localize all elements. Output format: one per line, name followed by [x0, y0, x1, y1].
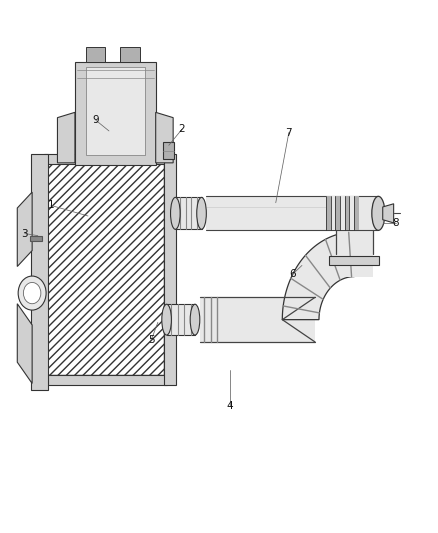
Polygon shape [383, 204, 394, 223]
Bar [44, 155, 166, 164]
Ellipse shape [197, 197, 206, 229]
Bar [336, 196, 340, 230]
Bar [175, 197, 201, 229]
Text: 4: 4 [226, 401, 233, 411]
Text: 2: 2 [179, 124, 185, 134]
Bar [326, 196, 331, 230]
Text: 1: 1 [48, 200, 54, 211]
Text: 9: 9 [92, 115, 99, 125]
Polygon shape [31, 154, 48, 390]
Text: 8: 8 [392, 218, 399, 228]
Polygon shape [283, 232, 354, 320]
Bar [44, 375, 166, 384]
Polygon shape [17, 304, 32, 383]
Polygon shape [155, 112, 173, 163]
Ellipse shape [190, 304, 200, 335]
Ellipse shape [170, 197, 180, 229]
Bar [166, 304, 195, 335]
Ellipse shape [162, 304, 171, 335]
Bar [331, 196, 336, 230]
Text: 7: 7 [286, 127, 292, 138]
Bar [120, 47, 140, 62]
Bar [354, 196, 359, 230]
Bar [163, 155, 176, 384]
Bar [163, 142, 174, 159]
Ellipse shape [372, 196, 385, 230]
Bar [345, 196, 350, 230]
Bar [350, 196, 354, 230]
Text: 3: 3 [21, 229, 28, 239]
Polygon shape [17, 192, 32, 266]
Text: 6: 6 [289, 270, 296, 279]
Bar [86, 47, 106, 62]
Bar [206, 196, 378, 230]
Text: 5: 5 [148, 335, 155, 345]
Polygon shape [75, 62, 155, 165]
Bar [30, 236, 42, 241]
Bar [340, 196, 345, 230]
Circle shape [23, 282, 41, 304]
Bar [336, 230, 373, 277]
Circle shape [18, 276, 46, 310]
Bar [329, 256, 379, 265]
Bar [46, 163, 164, 375]
Bar [200, 297, 315, 342]
Polygon shape [57, 112, 75, 163]
Polygon shape [86, 67, 145, 155]
